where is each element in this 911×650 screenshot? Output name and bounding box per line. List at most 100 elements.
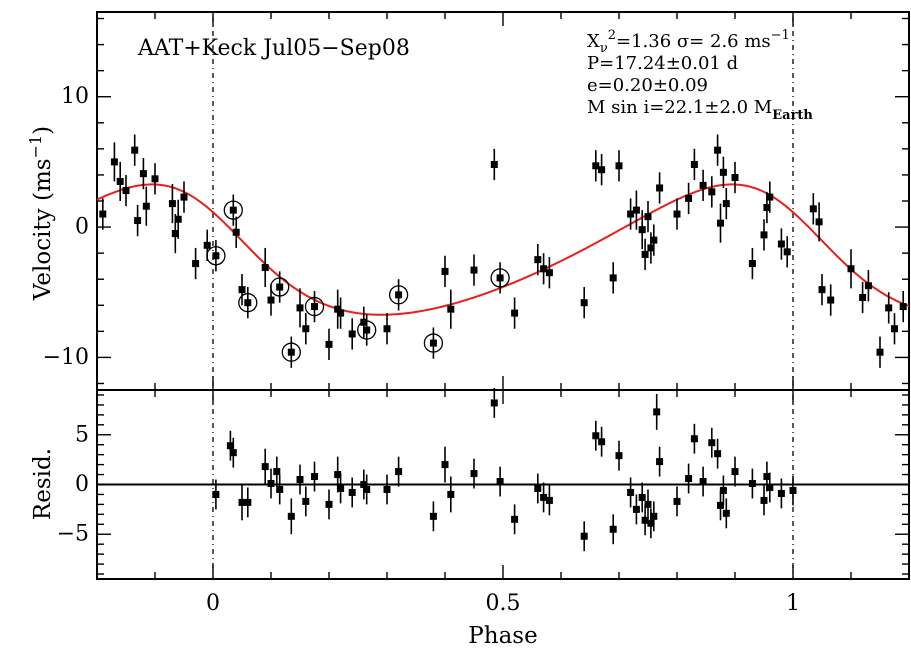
data-marker (592, 432, 600, 440)
data-marker (348, 488, 356, 496)
phase-axis-label: Phase (468, 623, 537, 649)
velocity-point (122, 174, 130, 207)
velocity-point (139, 157, 147, 190)
velocity-point (627, 198, 635, 230)
chi2-sup: 2 (608, 28, 616, 43)
velocity-point (615, 150, 623, 182)
data-marker (719, 168, 727, 176)
velocity-point (592, 150, 600, 182)
data-marker (212, 252, 220, 260)
data-marker (690, 435, 698, 443)
mass-sub: Earth (772, 108, 813, 123)
velocity-point (311, 290, 318, 323)
velocity-point (447, 289, 455, 329)
velocity-point (847, 249, 855, 289)
data-marker (766, 483, 774, 491)
data-marker (325, 340, 333, 348)
data-marker (348, 330, 356, 338)
data-marker (273, 468, 281, 476)
residual-point (592, 420, 600, 451)
data-marker (615, 162, 623, 170)
data-marker (609, 525, 617, 533)
data-marker (598, 166, 606, 174)
data-marker (447, 305, 455, 313)
velocity-point (261, 247, 269, 288)
data-marker (708, 188, 716, 196)
velocity-point (609, 262, 617, 294)
data-marker (632, 505, 640, 513)
residual-point (638, 482, 646, 513)
residual-point (615, 440, 623, 471)
data-marker (229, 449, 237, 457)
data-marker (267, 296, 275, 304)
data-marker (470, 470, 478, 478)
velocity-point (151, 163, 159, 195)
residual-point (748, 468, 756, 499)
velocity-point (719, 156, 727, 188)
highlight-circle (223, 200, 243, 220)
data-marker (360, 481, 368, 488)
data-marker (685, 194, 693, 202)
data-marker (429, 512, 437, 520)
velocity-y-tick-label: 0 (75, 215, 89, 240)
velocity-point (534, 244, 542, 276)
residuals-y-tick-labels: −5 0 5 (57, 422, 89, 546)
data-marker (748, 260, 756, 268)
phase-x-tick-label: 0 (206, 591, 220, 616)
velocity-point (690, 148, 698, 181)
data-marker (134, 217, 142, 225)
data-marker (311, 473, 318, 481)
residual-point (395, 456, 403, 487)
data-marker (302, 325, 310, 333)
residual-point (470, 458, 478, 489)
data-marker (760, 231, 768, 239)
velocity-point (717, 203, 724, 243)
highlight-circle (270, 277, 290, 297)
data-marker (818, 286, 826, 294)
data-marker (859, 293, 867, 301)
residual-point (717, 490, 724, 521)
data-marker (287, 512, 295, 520)
velocity-point (168, 184, 176, 224)
data-marker (383, 485, 391, 493)
velocity-point (876, 336, 884, 368)
data-marker (334, 305, 342, 313)
data-marker (699, 478, 707, 486)
data-marker (540, 265, 548, 273)
velocity-point (131, 134, 139, 166)
data-marker (244, 498, 252, 506)
velocity-point (192, 247, 200, 280)
data-marker (847, 265, 855, 273)
velocity-point (348, 318, 356, 350)
velocity-point (496, 262, 504, 294)
residual-point (261, 448, 269, 485)
velocity-point (511, 297, 519, 329)
residual-point (229, 437, 237, 468)
data-marker (287, 348, 295, 356)
data-marker (232, 228, 240, 236)
residual-point (311, 461, 318, 492)
data-marker (99, 210, 107, 218)
phase-x-tick-label: 0.5 (486, 591, 521, 616)
velocity-point (783, 236, 791, 268)
velocity-point (580, 287, 588, 319)
data-marker (885, 304, 893, 312)
velocity-point (891, 313, 898, 345)
velocity-panel: −10 0 10 AAT+Keck Jul05−Sep08 Xν2=1.36 σ= … (26, 11, 910, 391)
data-marker (168, 200, 176, 208)
residual-point (267, 468, 275, 499)
data-marker (690, 161, 698, 169)
data-marker (714, 450, 722, 458)
velocity-point (777, 228, 785, 260)
data-marker (383, 325, 391, 333)
data-marker (496, 274, 504, 282)
velocity-axis-label: Velocity (ms−1) (26, 126, 56, 301)
residuals-y-tick-label: 0 (75, 472, 89, 497)
data-marker (261, 263, 269, 271)
highlight-circle (357, 320, 377, 340)
data-marker (644, 500, 652, 508)
data-marker (174, 215, 182, 223)
data-marker (302, 497, 310, 505)
data-marker (447, 490, 455, 498)
data-marker (783, 248, 791, 256)
